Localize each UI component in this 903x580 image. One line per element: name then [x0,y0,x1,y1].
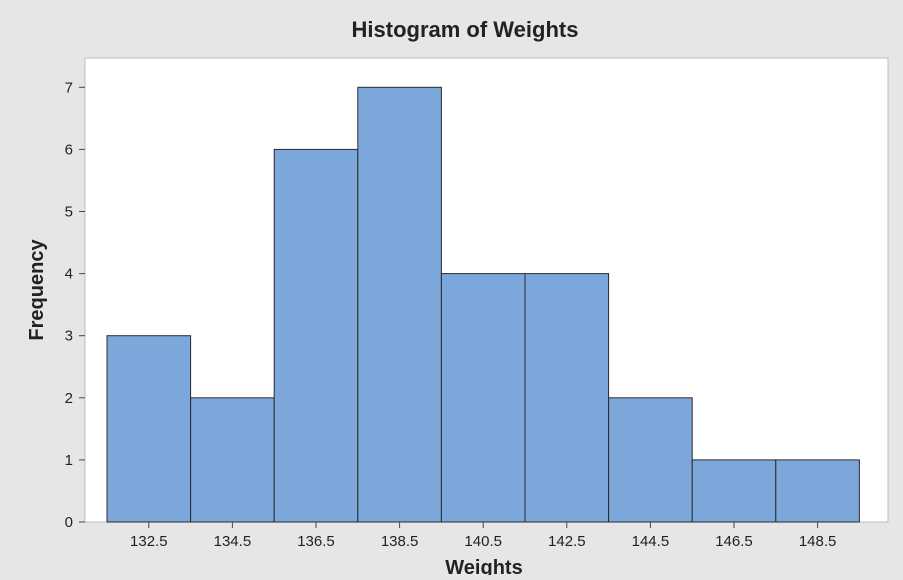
histogram-bar [273,148,359,523]
y-tick-label: 0 [65,514,73,531]
x-tick-label: 136.5 [297,533,335,550]
axes-layer: 0 1 2 3 4 5 6 7 132.5 134.5 136.5 138.5 140.5 142.5 14… [65,79,837,550]
histogram-bar [190,397,275,523]
histogram-bar [106,335,192,523]
histogram-bar [524,273,610,523]
x-tick-label: 134.5 [214,533,252,550]
y-tick-label: 6 [65,141,73,158]
histogram-bar [440,273,526,523]
histogram-bar [691,459,777,523]
histogram-bar [608,397,693,523]
x-tick-label: 146.5 [715,533,753,550]
x-tick-label: 144.5 [632,533,670,550]
y-tick-label: 1 [65,452,73,469]
bars-layer [106,86,860,523]
histogram-bar [775,459,860,523]
y-axis-label: Frequency [26,239,48,341]
y-tick-label: 7 [65,79,73,96]
y-tick-label: 5 [65,204,73,221]
y-tick-label: 2 [65,390,73,407]
chart-title: Histogram of Weights [352,17,579,42]
x-axis-label: Weights [445,557,522,575]
y-tick-label: 3 [65,328,73,345]
histogram-bar [357,86,442,523]
x-tick-label: 140.5 [464,533,502,550]
x-tick-label: 138.5 [381,533,419,550]
y-tick-label: 4 [65,266,73,283]
x-tick-label: 142.5 [548,533,586,550]
x-tick-label: 148.5 [799,533,837,550]
x-tick-label: 132.5 [130,533,168,550]
